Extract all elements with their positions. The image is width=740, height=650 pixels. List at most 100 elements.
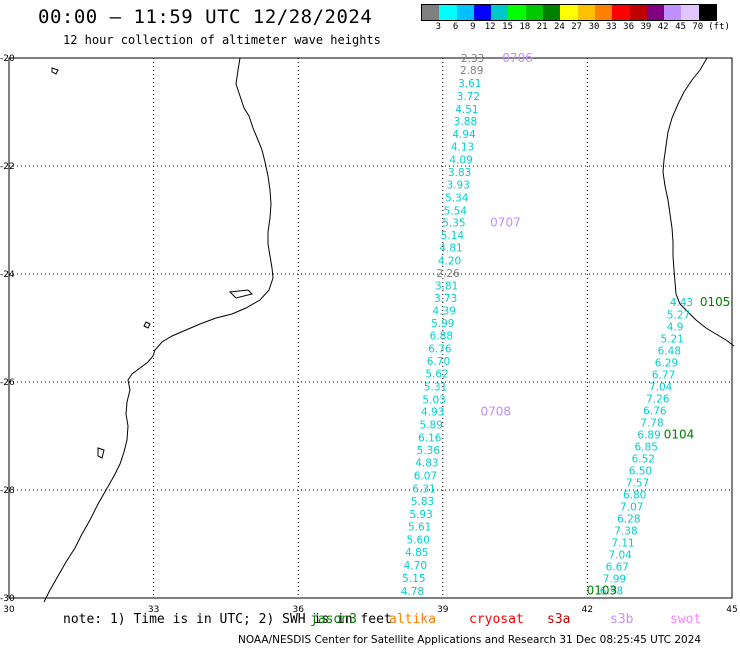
credit-line: NOAA/NESDIS Center for Satellite Applica… xyxy=(238,634,702,646)
island-4 xyxy=(97,447,105,459)
wave-height-value: 7.26 xyxy=(646,394,670,406)
legend-label: 70 xyxy=(692,22,704,32)
legend-swatch xyxy=(594,5,613,20)
lat-tick-label: -30 xyxy=(0,594,15,604)
track-0105: 4.435.274.95.216.486.296.777.047.266.767… xyxy=(637,295,730,441)
wave-height-value: 5.31 xyxy=(424,381,447,393)
wave-height-value: 6.29 xyxy=(655,358,678,370)
legend-label: 39 xyxy=(640,22,652,32)
wave-height-value: 5.15 xyxy=(402,573,425,585)
island-1 xyxy=(51,67,59,75)
wave-height-value: 6.80 xyxy=(623,489,646,501)
wave-height-value: 7.57 xyxy=(626,477,649,489)
wave-height-value: 7.04 xyxy=(608,549,632,561)
wave-height-value: 4.94 xyxy=(452,129,476,141)
wave-height-value: 5.54 xyxy=(444,205,468,217)
wave-height-value: 5.99 xyxy=(431,318,454,330)
wave-height-value: 6.70 xyxy=(427,356,450,368)
wave-height-value: 6.16 xyxy=(418,433,442,445)
legend-label: 3 xyxy=(435,22,442,32)
lon-tick-label: 45 xyxy=(726,605,737,615)
pass-label: 0103 xyxy=(587,583,618,597)
legend-label: 36 xyxy=(623,22,635,32)
wave-height-value: 2.89 xyxy=(460,65,483,77)
wave-height-value: 5.62 xyxy=(425,368,448,380)
page-title: 00:00 – 11:59 UTC 12/28/2024 xyxy=(38,6,373,28)
wave-height-value: 3.73 xyxy=(434,293,457,305)
legend-label: 24 xyxy=(553,22,565,32)
madagascar-coastline xyxy=(662,57,735,347)
wave-height-value: 6.85 xyxy=(635,441,658,453)
lat-tick-label: -26 xyxy=(0,378,15,388)
legend-label: 33 xyxy=(605,22,617,32)
legend-swatch xyxy=(698,5,717,20)
legend-label: 30 xyxy=(588,22,600,32)
wave-height-value: 4.81 xyxy=(439,243,462,255)
wave-height-value: 5.60 xyxy=(407,535,430,547)
legend-label: 21 xyxy=(536,22,548,32)
wave-height-value: 5.36 xyxy=(417,445,441,457)
pass-label: 0706 xyxy=(502,51,533,65)
pass-label: 0104 xyxy=(664,427,695,441)
track-0103: 0103 xyxy=(587,583,618,597)
lon-tick-label: 33 xyxy=(148,605,159,615)
wave-height-value: 6.76 xyxy=(428,344,452,356)
legend-label: 9 xyxy=(470,22,476,32)
wave-height-value: 4.9 xyxy=(667,321,684,333)
satellite-jason3: jason3 xyxy=(310,612,357,627)
wave-height-value: 4.39 xyxy=(433,306,456,318)
wave-height-value: 4.78 xyxy=(401,586,424,598)
satellite-s3a: s3a xyxy=(547,612,571,627)
wave-height-value: 5.03 xyxy=(422,394,445,406)
lat-tick-label: -20 xyxy=(0,54,15,64)
legend-swatch xyxy=(439,5,457,20)
legend-swatch xyxy=(629,5,647,20)
track-0708: 0708 xyxy=(481,405,512,419)
wave-height-value: 6.50 xyxy=(629,466,652,478)
satellite-altika: altika xyxy=(389,612,436,627)
satellite-cryosat: cryosat xyxy=(469,612,524,627)
legend-swatch xyxy=(525,5,544,20)
legend-swatch xyxy=(543,5,561,20)
wave-height-value: 4.93 xyxy=(421,407,444,419)
island-3 xyxy=(228,289,253,299)
altimeter-tracks: 2.332.893.613.724.513.884.944.134.093.83… xyxy=(401,51,731,598)
wave-height-value: 6.28 xyxy=(617,514,640,526)
lon-tick-label: 42 xyxy=(582,605,593,615)
legend-label: 12 xyxy=(484,22,496,32)
map-grid: 30 33 36 39 42 45 -20 -22 -24 -26 -28 -30 xyxy=(0,54,738,615)
pass-label: 0708 xyxy=(481,405,512,419)
wave-height-value: 5.14 xyxy=(441,230,465,242)
wave-height-value: 5.83 xyxy=(411,496,434,508)
wave-height-value: 4.43 xyxy=(670,297,693,309)
wave-height-value: 7.07 xyxy=(620,502,643,514)
wave-height-value: 7.11 xyxy=(611,537,634,549)
pass-label: 0105 xyxy=(700,295,731,309)
satellite-s3b: s3b xyxy=(610,612,634,627)
page-subtitle: 12 hour collection of altimeter wave hei… xyxy=(63,33,381,47)
legend-label: 6 xyxy=(452,22,459,32)
wave-height-value: 7.04 xyxy=(649,381,673,393)
wave-height-value: 6.67 xyxy=(606,562,629,574)
track-0706: 2.332.893.613.724.513.884.944.134.093.83… xyxy=(436,51,532,280)
legend-swatch xyxy=(508,5,526,20)
legend-label: 42 xyxy=(657,22,669,32)
wave-height-value: 6.98 xyxy=(600,585,623,597)
legend-swatch xyxy=(560,5,578,20)
legend-label: 27 xyxy=(571,22,583,32)
wave-height-value: 4.51 xyxy=(455,104,478,116)
legend-label: 45 xyxy=(675,22,686,32)
legend-swatch xyxy=(577,5,595,20)
legend-swatch xyxy=(664,5,682,20)
footnote: note: 1) Time is in UTC; 2) SWH is in fe… xyxy=(63,612,392,627)
coastline xyxy=(43,57,735,603)
wave-height-value: 2.26 xyxy=(436,268,460,280)
wave-height-value: 5.89 xyxy=(420,420,443,432)
legend-label: 15 xyxy=(502,22,513,32)
lon-tick-label: 39 xyxy=(437,605,449,615)
map-frame xyxy=(8,57,733,599)
wave-height-value: 6.48 xyxy=(658,346,681,358)
track-0104: 6.856.526.507.576.807.076.287.387.117.04… xyxy=(600,427,694,597)
lon-tick-label: 36 xyxy=(292,605,304,615)
